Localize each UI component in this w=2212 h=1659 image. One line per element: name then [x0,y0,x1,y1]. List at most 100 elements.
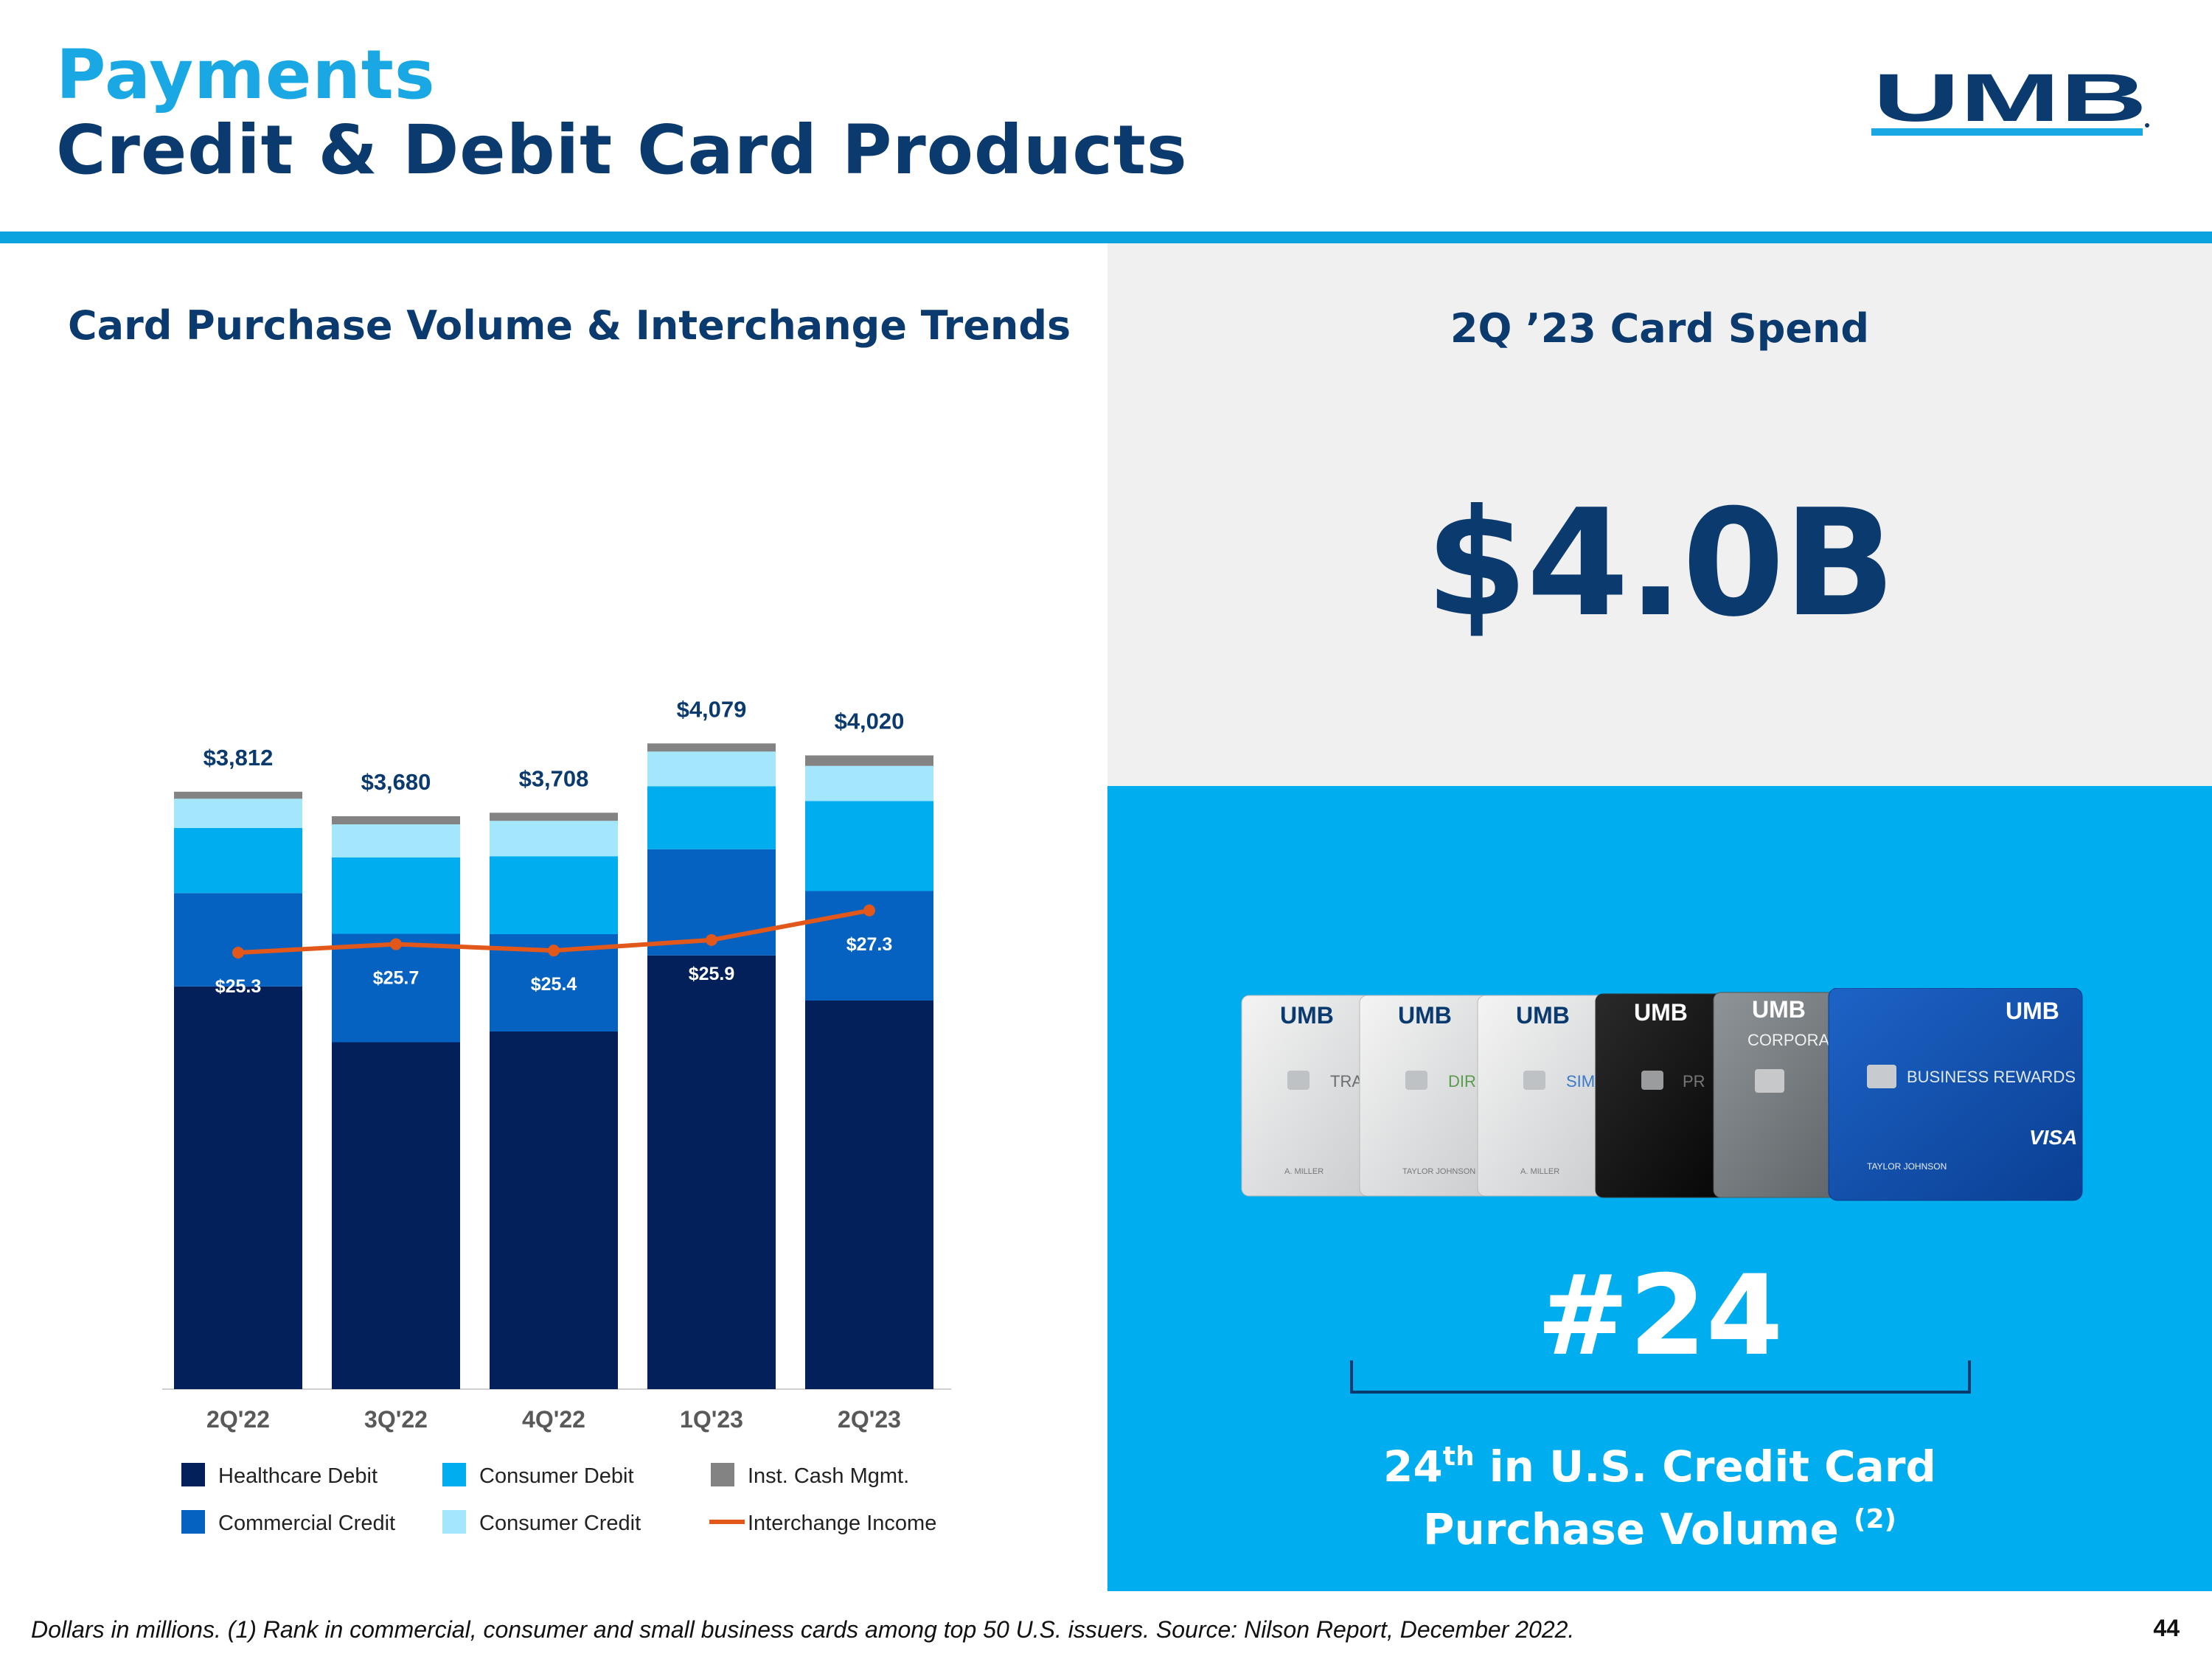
bar-healthcare-debit-0 [174,986,302,1389]
legend-item: Commercial Credit [181,1510,395,1535]
legend-item: Inst. Cash Mgmt. [711,1463,909,1488]
svg-text:TAYLOR JOHNSON: TAYLOR JOHNSON [1867,1161,1947,1172]
card-1: UMB TRA A. MILLER [1241,995,1382,1197]
legend-swatch [181,1463,205,1486]
svg-text:TAYLOR JOHNSON: TAYLOR JOHNSON [1402,1167,1475,1176]
bar-consumer-debit-2 [490,856,618,934]
legend-label: Healthcare Debit [218,1464,378,1488]
bar-healthcare-debit-4 [805,1001,933,1389]
legend-label: Consumer Debit [479,1464,634,1488]
spend-title: 2Q ’23 Card Spend [1450,305,1870,352]
rank-description: 24th in U.S. Credit Card Purchase Volume… [1107,1430,2212,1556]
total-label: $4,079 [677,696,747,722]
bar-consumer-credit-2 [490,821,618,857]
logo-registered-mark [2145,123,2149,128]
page-title-line2: Credit & Debit Card Products [56,111,1188,189]
legend-item: Interchange Income [709,1512,936,1535]
card-5: UMB CORPORAT [1713,992,1854,1198]
bar-consumer-debit-3 [647,786,776,849]
svg-text:SIM: SIM [1566,1072,1595,1091]
legend-swatch [442,1510,466,1534]
bar-commercial-credit-0 [174,893,302,987]
rank-desc-note: (2) [1854,1504,1896,1534]
card-6: UMB BUSINESS REWARDS VISA TAYLOR JOHNSON [1828,988,2083,1201]
svg-text:UMB: UMB [1398,1002,1452,1029]
logo-underline [1871,128,2143,136]
credit-cards-image: UMB TRA A. MILLER UMB DIR TAYLOR JOHNSON… [1241,988,2083,1201]
bar-inst-cash-mgmt-4 [805,755,933,766]
rank-desc-ordinal: th [1442,1441,1475,1472]
bar-inst-cash-mgmt-2 [490,813,618,821]
svg-text:UMB: UMB [1280,1002,1334,1029]
category-label: 2Q'23 [838,1406,901,1433]
logo-text: UMB [1873,68,2147,136]
interchange-point [548,945,560,957]
legend-item: Consumer Credit [442,1510,641,1535]
page-number: 44 [2153,1615,2180,1641]
legend-label: Consumer Credit [479,1512,641,1535]
svg-text:VISA: VISA [2029,1126,2077,1149]
bars-layer [162,743,951,1390]
interchange-point [232,947,244,959]
interchange-line-layer [232,904,875,959]
total-label: $4,020 [835,709,905,734]
svg-text:PR: PR [1683,1072,1705,1091]
total-label: $3,812 [204,745,274,771]
interchange-label: $25.9 [689,964,735,984]
bar-consumer-credit-1 [332,824,460,858]
svg-text:CORPORAT: CORPORAT [1747,1031,1838,1049]
total-label: $3,680 [361,769,431,795]
labels-layer: $3,812 2Q'22 $3,680 3Q'22 $3,708 4Q'22 $4,079 1… [204,696,905,1433]
bar-consumer-credit-4 [805,765,933,801]
legend-swatch [442,1463,466,1486]
category-label: 3Q'22 [364,1406,428,1433]
page-title-line1: Payments [56,35,436,114]
rank-desc-line1: in U.S. Credit Card [1474,1441,1936,1492]
svg-text:UMB: UMB [1752,996,1806,1023]
rank-value: #24 [1536,1252,1784,1380]
svg-text:BUSINESS REWARDS: BUSINESS REWARDS [1907,1068,2076,1086]
interchange-label: $25.4 [531,974,577,995]
legend-swatch [711,1463,734,1486]
legend-item: Consumer Debit [442,1463,634,1488]
interchange-label: $25.3 [215,976,262,997]
category-label: 2Q'22 [206,1406,270,1433]
bar-commercial-credit-1 [332,933,460,1043]
interchange-point [390,938,402,950]
bar-healthcare-debit-1 [332,1042,460,1389]
header-divider [0,232,2212,243]
bar-consumer-credit-0 [174,799,302,828]
bar-inst-cash-mgmt-3 [647,743,776,752]
bar-consumer-debit-4 [805,801,933,891]
card-2: UMB DIR TAYLOR JOHNSON [1359,995,1500,1197]
bar-consumer-credit-3 [647,751,776,787]
rank-desc-line2: Purchase Volume [1423,1504,1854,1554]
interchange-label: $25.7 [373,968,420,989]
legend-label: Commercial Credit [218,1512,395,1535]
legend-item: Healthcare Debit [181,1463,378,1488]
bar-inst-cash-mgmt-0 [174,791,302,799]
bar-consumer-debit-1 [332,857,460,934]
bar-consumer-debit-0 [174,828,302,894]
bar-healthcare-debit-2 [490,1032,618,1389]
spend-value: $4.0B [1425,478,1896,650]
interchange-point [706,933,717,946]
svg-text:TRA: TRA [1330,1072,1363,1091]
card-3: UMB SIM A. MILLER [1477,995,1618,1197]
legend-swatch [181,1510,205,1534]
bar-inst-cash-mgmt-1 [332,816,460,824]
interchange-label: $27.3 [846,934,893,955]
bar-healthcare-debit-3 [647,955,776,1389]
card-4: UMB PR [1595,993,1736,1198]
total-label: $3,708 [519,765,589,791]
chart-title: Card Purchase Volume & Interchange Trend… [68,302,1071,349]
footnote: Dollars in millions. (1) Rank in commerc… [31,1616,1575,1643]
svg-text:UMB: UMB [2006,998,2059,1024]
category-label: 4Q'22 [522,1406,585,1433]
svg-text:UMB: UMB [1634,999,1688,1026]
svg-text:A. MILLER: A. MILLER [1520,1167,1559,1176]
card-volume-chart: $3,812 2Q'22 $3,680 3Q'22 $3,708 4Q'22 $4,079 1… [162,696,951,1535]
category-label: 1Q'23 [680,1406,743,1433]
spend-panel [1107,243,2212,786]
chart-legend: Healthcare Debit Consumer Debit Inst. Cash… [181,1463,936,1535]
